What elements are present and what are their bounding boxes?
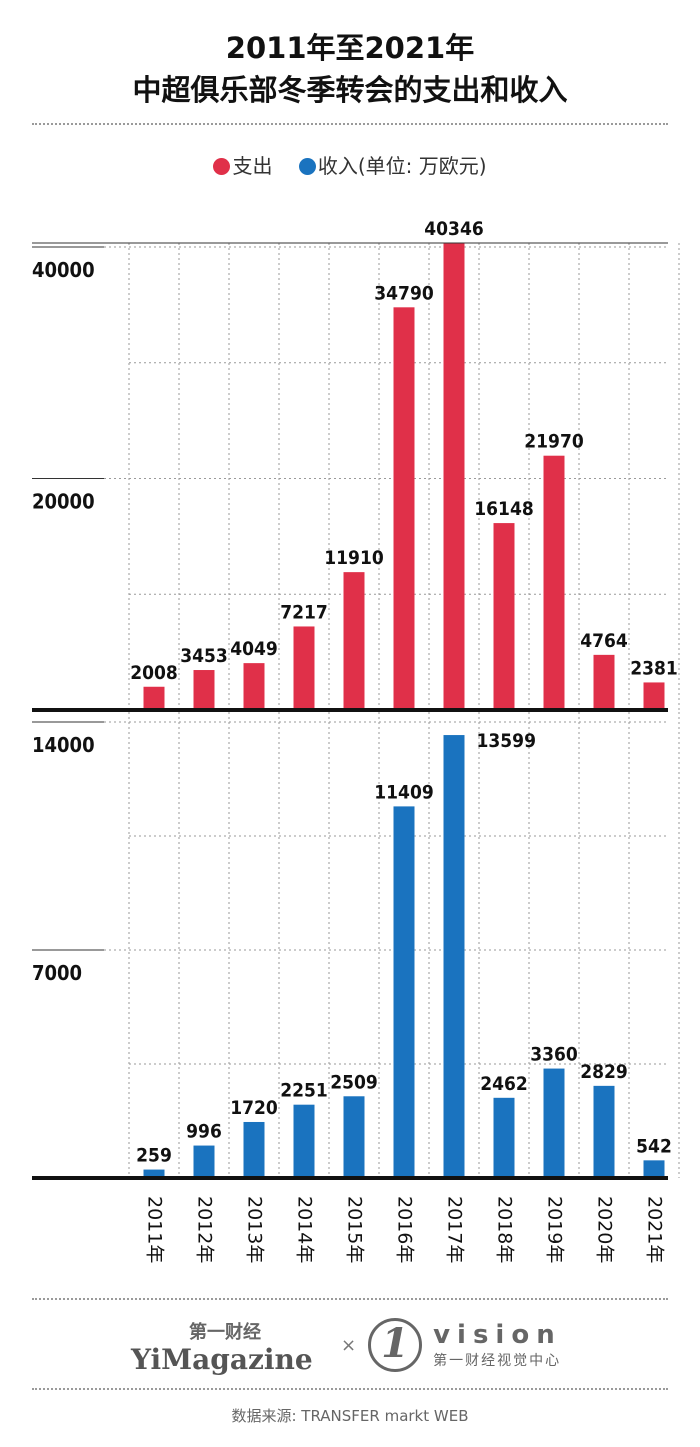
expense-data-label: 7217 (280, 601, 328, 623)
expense-data-label: 34790 (374, 282, 434, 304)
income-data-label: 542 (636, 1135, 672, 1157)
x-tick-label: 2015年 (344, 1196, 366, 1263)
x-tick-label: 2014年 (294, 1196, 316, 1263)
legend: 支出 收入(单位: 万欧元) (0, 150, 700, 179)
chart-title-line1: 2011年至2021年 (225, 31, 475, 65)
divider-bottom (32, 1388, 668, 1390)
expense-bar (543, 455, 565, 710)
income-bar (293, 1104, 315, 1178)
income-bar (343, 1096, 365, 1178)
income-bar (543, 1068, 565, 1178)
income-data-label: 1720 (230, 1097, 278, 1119)
income-data-label: 3360 (530, 1044, 578, 1066)
expense-bar (143, 686, 165, 710)
divider-footer (32, 1298, 668, 1300)
income-bar (243, 1121, 265, 1178)
x-tick-label: 2021年 (644, 1196, 666, 1263)
legend-expense: 支出 (213, 154, 278, 178)
expense-data-label: 4764 (580, 630, 628, 652)
expense-bar (343, 572, 365, 710)
income-data-label: 259 (136, 1145, 172, 1167)
income-bar (393, 806, 415, 1178)
income-data-label: 2509 (330, 1071, 378, 1093)
income-data-label: 996 (186, 1121, 222, 1143)
expense-tick-label: 40000 (32, 258, 95, 282)
x-tick-label: 2013年 (244, 1196, 266, 1263)
income-data-label: 13599 (477, 730, 536, 752)
x-tick-label: 2012年 (194, 1196, 216, 1263)
expense-data-label: 16148 (474, 498, 533, 520)
income-tick-label: 14000 (32, 733, 95, 757)
chart-title-line2: 中超俱乐部冬季转会的支出和收入 (132, 73, 568, 107)
legend-income: 收入(单位: 万欧元) (298, 154, 487, 178)
expense-bar (443, 243, 465, 710)
expense-bar (643, 682, 665, 710)
income-bar (593, 1085, 615, 1178)
income-bar (493, 1097, 515, 1178)
x-tick-label: 2017年 (444, 1196, 466, 1263)
vision-sub: 第一财经视觉中心 (433, 1353, 562, 1369)
expense-bar (593, 654, 615, 710)
expense-dot-icon (213, 158, 231, 175)
income-dot-icon (298, 158, 316, 175)
vision-word: vision (433, 1320, 562, 1350)
legend-income-label: 收入(单位: 万欧元) (317, 154, 487, 178)
cross-icon: × (341, 1335, 357, 1356)
expense-data-label: 3453 (180, 645, 228, 667)
income-data-label: 2829 (580, 1061, 628, 1083)
expense-data-label: 4049 (230, 638, 278, 660)
brand-en: YiMagazine (131, 1343, 313, 1376)
x-tick-label: 2018年 (494, 1196, 516, 1263)
data-source: 数据来源: TRANSFER markt WEB (231, 1407, 469, 1425)
vision-mark-icon: 1 (368, 1318, 422, 1372)
yimagazine-logo: 第一财经 YiMagazine (131, 1318, 313, 1376)
income-data-label: 2251 (280, 1080, 328, 1102)
income-data-label: 11409 (374, 781, 433, 803)
income-tick-label: 7000 (32, 961, 82, 985)
income-bar (193, 1145, 215, 1178)
vision-logo: 1 vision 第一财经视觉中心 (368, 1318, 562, 1372)
x-tick-label: 2020年 (594, 1196, 616, 1263)
expense-bar (293, 626, 315, 710)
x-tick-label: 2011年 (144, 1196, 166, 1263)
expense-bar (243, 663, 265, 710)
expense-data-label: 21970 (524, 431, 584, 453)
expense-data-label: 11910 (324, 547, 384, 569)
expense-data-label: 2008 (130, 662, 178, 684)
income-bar (143, 1169, 165, 1178)
legend-expense-label: 支出 (232, 154, 273, 178)
brand-cn: 第一财经 (189, 1322, 261, 1343)
expense-bar (493, 523, 515, 710)
expense-data-label: 40346 (424, 218, 483, 240)
income-bar (443, 735, 465, 1178)
income-data-label: 2462 (480, 1073, 528, 1095)
expense-data-label: 2381 (630, 657, 678, 679)
expense-tick-label: 20000 (32, 490, 95, 514)
divider-top (32, 123, 668, 125)
expense-bar (393, 307, 415, 710)
x-tick-label: 2016年 (394, 1196, 416, 1263)
expense-bar (193, 670, 215, 710)
income-bar (643, 1160, 665, 1178)
x-tick-label: 2019年 (544, 1196, 566, 1263)
